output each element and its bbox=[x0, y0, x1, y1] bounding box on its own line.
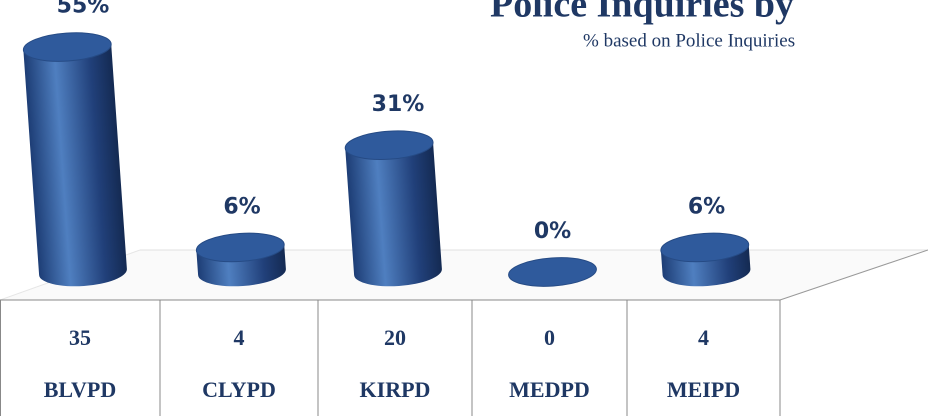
bar-top bbox=[508, 257, 597, 287]
bar bbox=[508, 257, 597, 287]
x-tick-label: KIRPD bbox=[360, 377, 431, 402]
table-count: 4 bbox=[698, 325, 709, 350]
x-tick-label: MEDPD bbox=[509, 377, 590, 402]
data-label: 0% bbox=[534, 219, 571, 244]
data-label: 31% bbox=[372, 92, 425, 117]
data-label: 6% bbox=[223, 194, 260, 219]
table-count: 20 bbox=[384, 325, 406, 350]
chart-subtitle: % based on Police Inquiries bbox=[583, 30, 795, 51]
x-tick-label: CLYPD bbox=[202, 377, 276, 402]
bar bbox=[344, 130, 442, 287]
x-tick-label: BLVPD bbox=[44, 377, 117, 402]
table-count: 0 bbox=[544, 325, 555, 350]
floor bbox=[0, 249, 928, 416]
bar bbox=[195, 232, 286, 287]
chart-title: Police Inquiries by bbox=[490, 0, 794, 26]
bar-top bbox=[22, 32, 112, 62]
data-label: 55% bbox=[57, 0, 110, 19]
bar-top bbox=[344, 130, 434, 161]
x-tick-label: MEIPD bbox=[667, 377, 740, 402]
bar-top bbox=[195, 232, 285, 263]
table-count: 4 bbox=[234, 325, 245, 350]
bar-body bbox=[23, 43, 127, 287]
data-label: 6% bbox=[688, 194, 725, 219]
table-count: 35 bbox=[69, 325, 91, 350]
bar-body bbox=[345, 142, 442, 287]
bar bbox=[660, 232, 751, 287]
bar bbox=[22, 32, 127, 287]
bar-top bbox=[660, 232, 750, 263]
